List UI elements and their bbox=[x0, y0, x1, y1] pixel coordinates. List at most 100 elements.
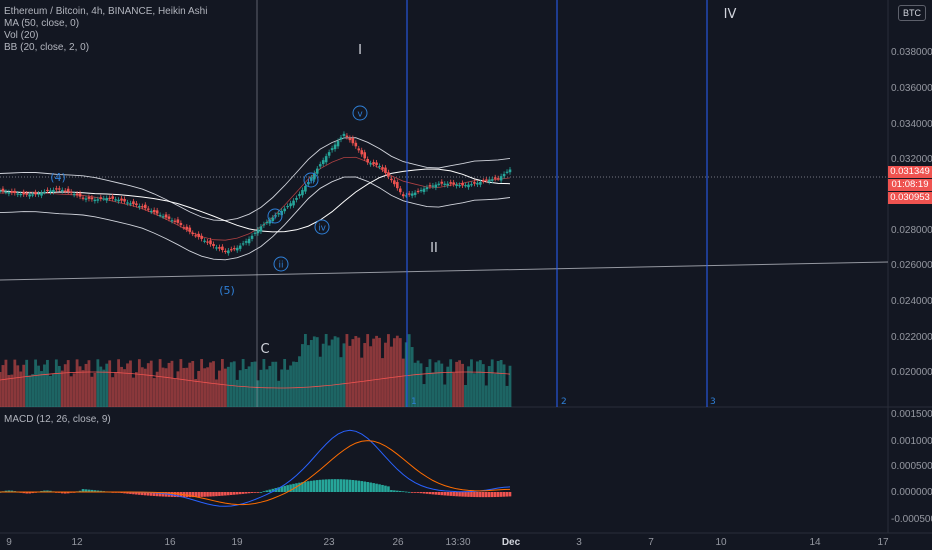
legend-vol[interactable]: Vol (20) bbox=[4, 30, 39, 41]
volume-bar bbox=[1, 365, 5, 407]
volume-bar bbox=[387, 334, 390, 407]
volume-bar bbox=[345, 334, 349, 407]
volume-bar bbox=[493, 373, 497, 407]
candle bbox=[191, 232, 195, 235]
candle bbox=[443, 183, 447, 185]
candle bbox=[256, 229, 260, 234]
volume-bar bbox=[235, 379, 239, 407]
volume-bar bbox=[499, 359, 503, 407]
candle bbox=[19, 193, 23, 196]
volume-bar bbox=[508, 365, 512, 407]
macd-histogram-bar bbox=[434, 492, 438, 495]
candle bbox=[25, 193, 28, 195]
legend-ma[interactable]: MA (50, close, 0) bbox=[4, 18, 80, 29]
candle bbox=[277, 213, 281, 215]
volume-bar bbox=[49, 375, 52, 407]
candle bbox=[313, 173, 316, 180]
time-tick-label: 3 bbox=[576, 537, 582, 548]
macd-histogram-bar bbox=[138, 492, 141, 495]
candle bbox=[393, 180, 396, 185]
volume-bar bbox=[425, 367, 429, 407]
candle bbox=[390, 178, 393, 181]
volume-bar bbox=[123, 369, 126, 407]
candle bbox=[185, 226, 189, 230]
candle bbox=[372, 162, 375, 165]
candle bbox=[200, 235, 203, 239]
volume-bar bbox=[0, 372, 2, 407]
macd-histogram-bar bbox=[161, 492, 165, 497]
legend-bb[interactable]: BB (20, close, 2, 0) bbox=[4, 42, 90, 53]
macd-histogram-bar bbox=[387, 486, 390, 492]
time-tick-label: 7 bbox=[648, 537, 654, 548]
volume-bar bbox=[277, 380, 281, 407]
candle bbox=[114, 199, 117, 201]
legend-macd[interactable]: MACD (12, 26, close, 9) bbox=[4, 414, 111, 425]
macd-histogram-bar bbox=[327, 479, 331, 492]
volume-ma bbox=[0, 371, 511, 389]
candle bbox=[428, 185, 432, 187]
macd-histogram-bar bbox=[126, 492, 129, 494]
macd-histogram-bar bbox=[366, 482, 369, 492]
candle bbox=[81, 197, 85, 199]
volume-bar bbox=[389, 346, 393, 407]
volume-bar bbox=[84, 363, 88, 407]
candle bbox=[324, 156, 328, 163]
volume-bar bbox=[229, 362, 233, 407]
candle bbox=[167, 216, 171, 219]
candle bbox=[60, 189, 64, 192]
macd-histogram-bar bbox=[135, 492, 138, 495]
candle bbox=[13, 190, 17, 194]
volume-bar bbox=[262, 359, 266, 407]
volume-bar bbox=[321, 343, 325, 407]
macd-histogram-bar bbox=[158, 492, 162, 497]
macd-histogram-bar bbox=[63, 492, 67, 494]
macd-histogram-bar bbox=[318, 479, 322, 492]
candle bbox=[247, 238, 251, 244]
price-tick-label: 0.036000 bbox=[891, 83, 932, 94]
candle bbox=[369, 163, 372, 165]
candle bbox=[396, 182, 399, 189]
candle bbox=[58, 188, 61, 190]
macd-histogram-bar bbox=[143, 492, 147, 496]
candle bbox=[241, 243, 245, 245]
candle bbox=[286, 205, 289, 208]
volume-bar bbox=[398, 338, 402, 407]
candle bbox=[259, 226, 263, 232]
macd-histogram-bar bbox=[188, 492, 192, 498]
candle bbox=[235, 247, 239, 251]
candle bbox=[487, 179, 491, 182]
volume-bar bbox=[330, 339, 334, 407]
volume-bar bbox=[200, 359, 204, 407]
currency-button[interactable]: BTC bbox=[898, 5, 926, 21]
volume-bar bbox=[478, 360, 482, 407]
volume-bar bbox=[487, 366, 491, 407]
wave-circle bbox=[267, 208, 283, 224]
candle bbox=[84, 198, 88, 200]
volume-bar bbox=[140, 367, 144, 407]
volume-bar bbox=[505, 385, 509, 407]
volume-bar bbox=[286, 369, 290, 407]
time-tick-label: 10 bbox=[715, 537, 727, 548]
candle bbox=[499, 176, 503, 181]
candle bbox=[203, 240, 206, 242]
candle bbox=[212, 243, 215, 247]
candle bbox=[407, 193, 411, 195]
candle bbox=[43, 191, 46, 193]
volume-bar bbox=[126, 363, 129, 407]
volume-bar bbox=[176, 371, 180, 407]
macd-histogram-bar bbox=[396, 490, 399, 492]
macd-histogram-bar bbox=[25, 492, 28, 494]
candle bbox=[182, 227, 186, 229]
legend-symbol[interactable]: Ethereum / Bitcoin, 4h, BINANCE, Heikin … bbox=[4, 6, 208, 17]
volume-bar bbox=[105, 363, 109, 407]
candle bbox=[437, 183, 441, 185]
volume-bar bbox=[182, 367, 186, 407]
candle bbox=[315, 168, 319, 174]
macd-histogram-bar bbox=[321, 479, 325, 492]
macd-histogram-bar bbox=[310, 480, 313, 492]
candle bbox=[229, 249, 233, 251]
volume-bar bbox=[96, 359, 100, 407]
volume-bar bbox=[238, 370, 242, 407]
